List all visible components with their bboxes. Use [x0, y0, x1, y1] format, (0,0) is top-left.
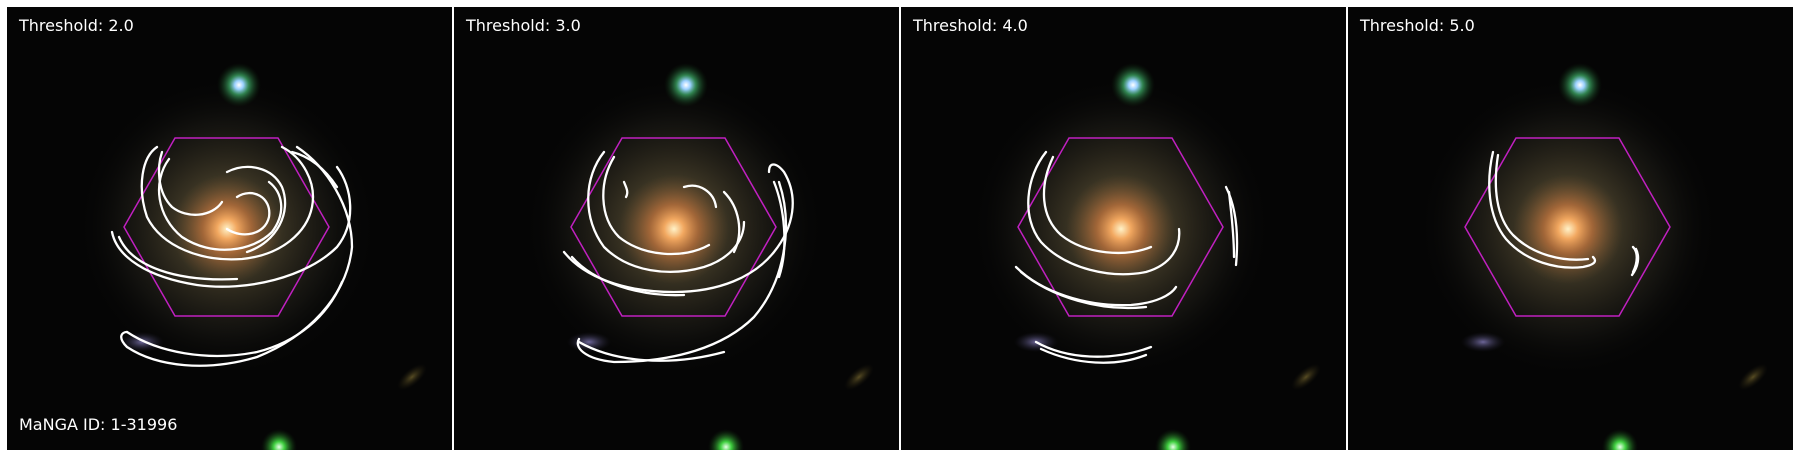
arm-contours	[1014, 150, 1239, 364]
threshold-label: Threshold: 3.0	[466, 16, 581, 35]
arm-contours	[562, 150, 794, 364]
hexagon-footprint	[1017, 137, 1224, 317]
galaxy-image-4	[1348, 7, 1793, 450]
galaxy-image-1	[7, 7, 452, 450]
threshold-label: Threshold: 4.0	[913, 16, 1028, 35]
threshold-panel-2: Threshold: 3.0	[454, 7, 899, 450]
hexagon-footprint	[570, 137, 777, 317]
hexagon-footprint	[123, 137, 330, 317]
threshold-panel-4: Threshold: 5.0	[1348, 7, 1793, 450]
threshold-label: Threshold: 5.0	[1360, 16, 1475, 35]
galaxy-image-3	[901, 7, 1346, 450]
arm-contours	[1488, 150, 1640, 277]
manga-id-label: MaNGA ID: 1-31996	[19, 415, 178, 434]
panel-strip: Threshold: 2.0 MaNGA ID: 1-31996	[7, 7, 1793, 450]
threshold-panel-1: Threshold: 2.0 MaNGA ID: 1-31996	[7, 7, 452, 450]
threshold-panel-3: Threshold: 4.0	[901, 7, 1346, 450]
arm-contours	[110, 145, 354, 367]
galaxy-image-2	[454, 7, 899, 450]
hexagon-footprint	[1464, 137, 1671, 317]
threshold-label: Threshold: 2.0	[19, 16, 134, 35]
